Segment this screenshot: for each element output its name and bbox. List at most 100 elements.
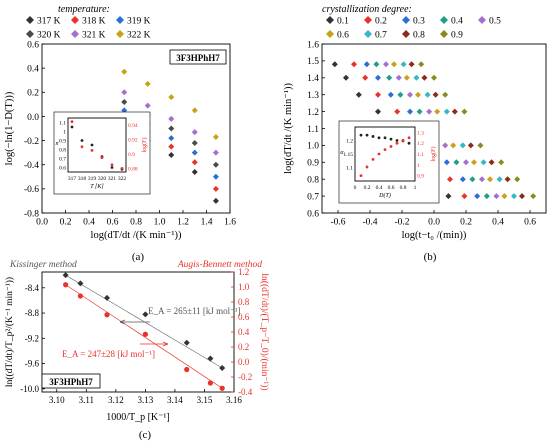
inset-b-point-alpha — [389, 137, 393, 141]
plot-a-xtick-label: 1.2 — [177, 218, 189, 228]
legend-b: 0.1 0.2 0.3 0.4 0.5 0.6 0.7 0.8 0.9 — [326, 16, 501, 41]
plot-b-xtick-label: -0.4 — [362, 218, 377, 228]
plot-c-y2tick-label: 0.4 — [238, 327, 250, 337]
plot-b-point — [477, 142, 484, 149]
sample-label-box-a — [169, 49, 227, 65]
plot-a-point — [212, 133, 219, 140]
arrow-left-icon — [119, 319, 150, 325]
legend-b-label: 0.6 — [337, 31, 349, 41]
plot-c-xtick-label: 3.12 — [108, 395, 124, 405]
inset-b-point-logF — [365, 165, 369, 169]
inset-b-frame — [354, 126, 416, 182]
plot-b-point — [442, 91, 449, 98]
plot-b-point — [383, 61, 389, 68]
plot-b-point — [519, 193, 525, 200]
plot-a-ytick-label: -0.4 — [24, 161, 39, 171]
inset-b-y2tick-label: 1.1 — [417, 152, 424, 158]
plot-b-ytick-label: 0.9 — [307, 159, 319, 169]
plot-b-point — [394, 108, 401, 115]
legend-a: 317 K 318 K 319 K 320 K 321 K 322 K — [26, 16, 151, 41]
inset-a-point-n — [90, 143, 94, 147]
plot-a-point — [191, 149, 198, 156]
plot-b-point — [434, 108, 441, 115]
inset-b-y2tick-label: 0.9 — [417, 174, 424, 180]
legend-b-label: 0.9 — [451, 31, 463, 41]
inset-b-point-logF — [377, 152, 381, 156]
kissinger-point — [62, 272, 69, 279]
plot-a-xtick-label: 1.6 — [224, 218, 236, 228]
kissinger-point — [103, 294, 110, 301]
augis-point — [184, 366, 190, 373]
inset-b-xtick-label: 0.4 — [376, 185, 383, 191]
inset-b-point-logF — [383, 148, 387, 152]
panel-a: temperature: 317 K 318 K 319 K 320 K 321 K 32… — [4, 4, 236, 263]
plot-a-ytick-label: 0.4 — [27, 64, 39, 74]
caption-a: (a) — [132, 251, 145, 263]
augis-point — [219, 385, 225, 391]
plot-c-ytick-label: -10.0 — [20, 384, 39, 394]
augis-point — [142, 331, 148, 337]
plot-a-area: 0.0 0.2 0.4 0.6 0.8 1.0 1.2 1.4 1.6 -0.8 -0.6 -0.4 -… — [4, 40, 236, 241]
plot-b-point — [375, 91, 381, 98]
plot-a-point — [168, 125, 175, 132]
plot-b-area: -0.6 -0.4 -0.2 0.0 0.2 0.4 0.6 0.6 0.7 0.8 0.9 1.0 1… — [283, 40, 547, 241]
augis-point — [77, 293, 83, 299]
plot-a-xlabel: log(dT/dt /(K min⁻¹)) — [91, 230, 182, 241]
plot-a-xtick-label: 0.6 — [107, 218, 119, 228]
plot-b-xtick-label: 0.6 — [524, 218, 536, 228]
plot-a-xtick-label: 0.0 — [36, 218, 48, 228]
plot-c-xtick-label: 3.13 — [138, 395, 154, 405]
inset-a-point-n — [70, 125, 74, 129]
plot-a-point — [212, 173, 219, 180]
plot-c-y2tick-label: 1.0 — [238, 282, 250, 292]
legend-title-a: temperature: — [58, 4, 110, 15]
legend-b-marker — [364, 16, 372, 24]
plot-b-xtick-label: 0.4 — [492, 218, 504, 228]
plot-b-ytick-label: 0.8 — [307, 176, 319, 186]
plot-a-point — [121, 89, 128, 96]
inset-b-xtick-label: 0.2 — [364, 185, 371, 191]
plot-a-ylabel: log(−ln(1−D(T))) — [4, 91, 15, 165]
inset-b-xtick-label: 0 — [354, 185, 357, 191]
sample-label-c: 3F3HPhH7 — [49, 377, 93, 387]
inset-b-point-logF — [371, 158, 375, 161]
inset-a-xtick-label: 320 — [98, 176, 107, 182]
plot-c-y2tick-label: 0.6 — [238, 312, 250, 322]
ea-kissinger: E_A = 265±11 [kJ mol⁻¹] — [148, 306, 241, 316]
kissinger-point — [183, 339, 190, 346]
plot-b-point — [355, 91, 362, 98]
plot-c-y2tick-label: 0.0 — [238, 357, 250, 367]
plot-b-point — [442, 142, 449, 149]
plot-c-ytick-label: -8.8 — [25, 308, 40, 318]
plot-a-point — [191, 139, 198, 146]
inset-b-y2tick-label: 1.2 — [417, 141, 424, 147]
plot-b-point — [362, 74, 369, 81]
legend-a-label: 319 K — [127, 17, 151, 27]
inset-a-xtick-label: 322 — [118, 176, 127, 182]
legend-b-label: 0.2 — [375, 17, 387, 27]
plot-a-ytick-label: 0.0 — [27, 113, 39, 123]
inset-a-point-logF — [100, 156, 104, 160]
plot-c-xtick-label: 3.14 — [167, 395, 183, 405]
inset-b-y2label: log(F) — [430, 146, 437, 161]
plot-b-point — [418, 61, 425, 68]
inset-a-xtick-label: 318 — [78, 176, 87, 182]
plot-a-point — [191, 129, 198, 136]
inset-b-point-logF — [407, 136, 411, 140]
plot-a-point — [121, 68, 128, 75]
plot-b-point — [493, 193, 500, 200]
legend-b-marker — [478, 16, 486, 24]
legend-a-marker — [71, 16, 79, 24]
plot-b-point — [391, 61, 397, 68]
plot-b-point — [498, 159, 505, 166]
plot-c-xtick-label: 3.16 — [226, 395, 242, 405]
legend-b-label: 0.7 — [375, 31, 387, 41]
inset-a-point-logF — [110, 163, 114, 167]
legend-a-marker — [26, 16, 34, 24]
plot-a-ytick-label: 0.2 — [27, 89, 39, 99]
plot-b-point — [363, 61, 370, 68]
plot-a-xtick-label: 1.0 — [154, 218, 166, 228]
plot-a-xtick-label: 1.4 — [201, 218, 213, 228]
plot-b-point — [426, 108, 433, 115]
plot-b-ytick-label: 1.0 — [307, 142, 319, 152]
